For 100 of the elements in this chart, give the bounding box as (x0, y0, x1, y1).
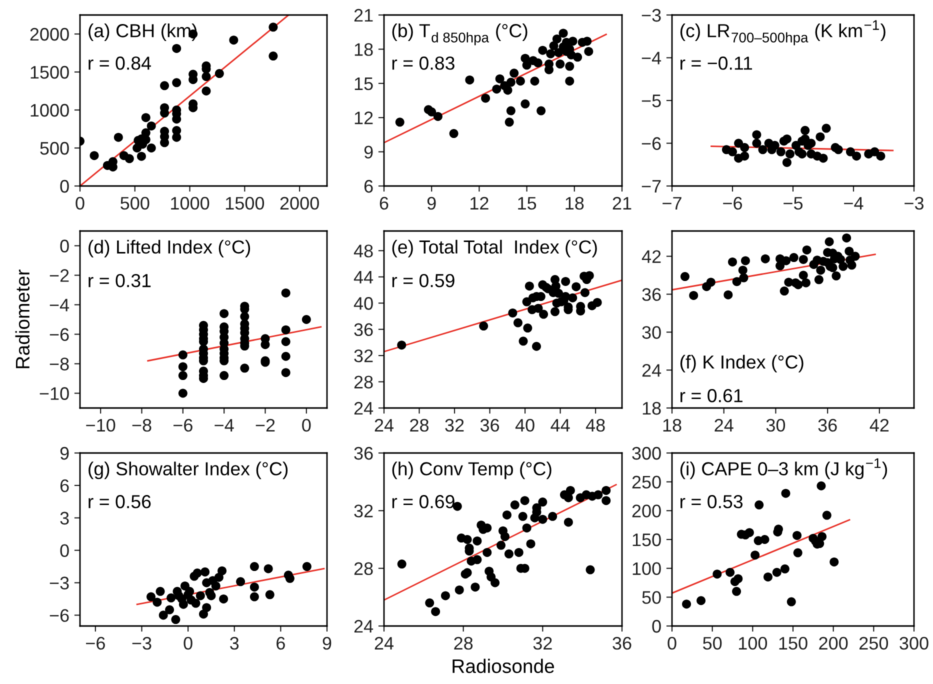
x-tick-label: 9 (427, 196, 436, 210)
x-tick-label: 3 (230, 636, 239, 650)
x-tick-label: 500 (120, 196, 150, 210)
y-tick-label: 48 (354, 244, 373, 258)
y-tick-label: 24 (354, 620, 374, 633)
annotation: r = 0.83 (392, 56, 454, 70)
x-tick-label: 21 (612, 196, 632, 210)
y-tick-label: 24 (642, 364, 662, 377)
x-tick-label: 24 (714, 418, 734, 432)
x-tick-label: 24 (374, 636, 394, 650)
y-tick-label: 24 (354, 402, 374, 415)
y-tick-label: 18 (642, 402, 661, 415)
y-tick-label: 6 (364, 180, 373, 193)
annotation: r = 0.69 (392, 495, 454, 508)
chart-title: (h) Conv Temp (°C) (392, 462, 552, 480)
x-tick-label: 28 (410, 418, 429, 432)
y-tick-label: 21 (354, 8, 373, 22)
y-tick-label: −4 (50, 298, 70, 312)
x-tick-label: 42 (870, 418, 889, 432)
y-tick-label: 36 (354, 323, 373, 336)
annotation: r = 0.61 (680, 389, 742, 402)
x-tick-label: 150 (779, 636, 808, 650)
x-tick-label: 0 (184, 636, 192, 650)
y-tick-label: −4 (642, 52, 662, 64)
annotation: r = −0.11 (680, 56, 752, 70)
x-tick-label: 18 (663, 418, 682, 432)
y-tick-label: 28 (354, 376, 373, 388)
y-tick-label: −3 (50, 576, 69, 590)
x-tick-label: −3 (132, 636, 152, 650)
y-tick-label: 200 (632, 504, 661, 518)
y-tick-label: 0 (652, 620, 661, 633)
x-tick-label: 200 (819, 636, 848, 650)
y-tick-label: −5 (642, 94, 661, 108)
x-tick-label: 36 (612, 636, 632, 650)
annotation: r = 0.56 (88, 495, 151, 508)
y-tick-label: 50 (642, 591, 661, 604)
x-tick-label: −6 (86, 636, 105, 650)
x-tick-label: 6 (380, 196, 388, 210)
x-tick-label: −4 (214, 419, 234, 432)
x-tick-label: 28 (454, 636, 473, 650)
x-tick-label: 48 (586, 418, 605, 432)
x-tick-label: −6 (723, 196, 742, 210)
x-tick-label: 300 (900, 636, 928, 650)
x-tick-label: 44 (550, 419, 570, 432)
y-tick-label: −2 (50, 269, 69, 282)
x-tick-label: 15 (518, 197, 536, 210)
x-tick-label: 6 (276, 636, 285, 650)
x-tick-label: 9 (322, 636, 332, 650)
y-tick-label: −6 (50, 328, 69, 341)
x-tick-label: 12 (470, 196, 488, 210)
x-tick-label: −8 (132, 418, 152, 432)
y-tick-label: −6 (50, 609, 69, 622)
y-tick-label: 12 (354, 112, 373, 124)
annotation: r = 0.53 (680, 495, 743, 508)
x-tick-label: 18 (566, 196, 584, 210)
y-tick-label: 100 (632, 562, 661, 576)
y-tick-label: 6 (60, 479, 69, 492)
y-tick-label: 250 (632, 476, 661, 489)
x-tick-label: −10 (86, 418, 116, 432)
y-tick-label: 0 (60, 240, 69, 252)
x-tick-label: 250 (860, 636, 888, 650)
chart-title: (e) Total Total Index (°C) (392, 240, 597, 258)
y-tick-label: 300 (632, 446, 661, 460)
y-tick-label: 500 (40, 142, 69, 155)
x-tick-label: 30 (766, 418, 786, 432)
y-tick-label: 36 (642, 288, 661, 301)
y-tick-label: 40 (354, 297, 373, 310)
x-tick-label: 0 (668, 636, 676, 650)
x-tick-label: 24 (374, 418, 394, 432)
x-tick-label: −2 (256, 418, 275, 432)
y-tick-label: −10 (40, 387, 69, 400)
y-axis-title: Radiometer (15, 270, 30, 368)
y-tick-label: −6 (642, 137, 661, 150)
chart-title: (g) Showalter Index (°C) (88, 462, 288, 480)
y-tick-label: 9 (364, 146, 373, 159)
x-tick-label: 0 (76, 196, 84, 210)
x-tick-label: 1500 (226, 196, 264, 210)
x-tick-label: 50 (703, 636, 722, 650)
x-tick-label: 1000 (171, 196, 210, 210)
y-tick-label: 32 (354, 349, 373, 362)
x-tick-label: 32 (533, 636, 552, 650)
y-tick-label: 28 (354, 562, 373, 576)
y-tick-label: 0 (60, 544, 69, 558)
x-tick-label: −7 (662, 197, 682, 210)
x-axis-title: Radiosonde (452, 658, 554, 674)
x-tick-label: 0 (302, 418, 311, 432)
annotation: r = 0.59 (392, 274, 454, 288)
x-tick-label: −5 (784, 197, 803, 210)
y-tick-label: 1500 (30, 66, 69, 79)
chart-title: (d) Lifted Index (°C) (88, 240, 250, 258)
x-tick-label: 32 (445, 418, 464, 432)
x-tick-label: −4 (844, 197, 864, 210)
y-tick-label: 42 (642, 250, 661, 263)
x-tick-label: 2000 (280, 196, 319, 210)
y-tick-label: 36 (354, 446, 373, 460)
annotation: r = 0.31 (88, 274, 151, 288)
y-tick-label: 32 (354, 504, 373, 518)
y-tick-label: 0 (60, 180, 69, 193)
y-tick-label: 1000 (30, 104, 69, 117)
y-tick-label: −3 (642, 8, 661, 22)
